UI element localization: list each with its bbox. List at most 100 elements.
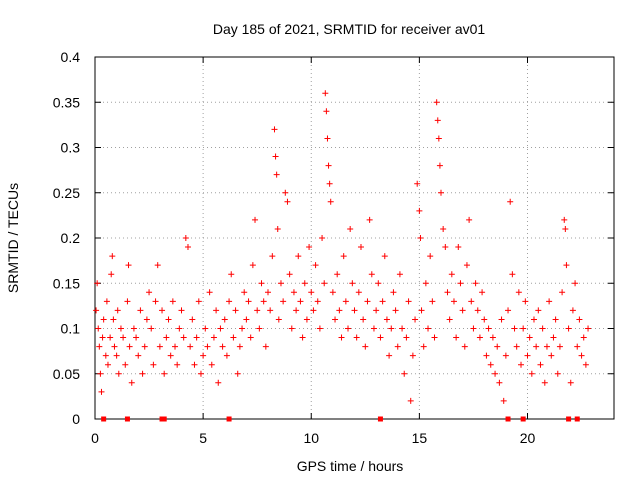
data-point: [314, 298, 321, 305]
data-point: [234, 370, 241, 377]
x-tick-label: 15: [412, 430, 428, 446]
data-point: [154, 262, 161, 269]
data-point: [507, 198, 514, 205]
data-point: [485, 325, 492, 332]
data-point: [267, 307, 274, 314]
data-point: [272, 153, 279, 160]
data-point: [265, 289, 271, 296]
data-point: [399, 325, 406, 332]
gap-marker: [226, 416, 232, 422]
data-point: [360, 316, 367, 323]
data-point: [375, 280, 382, 287]
data-point: [146, 289, 153, 296]
data-point: [108, 271, 115, 278]
data-point: [446, 316, 453, 323]
data-point: [515, 289, 522, 296]
data-point: [284, 198, 291, 205]
data-point: [223, 352, 230, 359]
gap-marker: [124, 416, 130, 422]
data-point: [450, 298, 457, 305]
data-point: [115, 370, 122, 377]
data-point: [137, 307, 144, 314]
data-point: [353, 334, 360, 341]
data-point: [562, 225, 569, 232]
gap-marker: [377, 416, 383, 422]
data-point: [582, 361, 589, 368]
data-point: [252, 216, 259, 223]
gap-marker: [505, 416, 511, 422]
data-point: [370, 325, 377, 332]
data-point: [569, 307, 576, 314]
data-point: [247, 334, 254, 341]
y-axis-ticks: 0 0.05 0.1 0.15 0.2 0.25 0.3 0.35 0.4: [53, 49, 614, 427]
data-point: [409, 352, 416, 359]
data-point: [425, 325, 432, 332]
data-point: [178, 307, 185, 314]
data-point: [576, 316, 583, 323]
data-point: [184, 244, 191, 251]
data-point: [496, 379, 503, 386]
data-point: [297, 298, 304, 305]
data-point: [563, 262, 570, 269]
x-tick-label: 20: [520, 430, 536, 446]
data-point: [388, 325, 395, 332]
data-point: [109, 253, 116, 260]
data-point: [489, 334, 496, 341]
y-tick-label: 0.15: [53, 275, 80, 291]
data-point: [103, 298, 110, 305]
data-point: [204, 343, 211, 350]
data-point: [453, 334, 460, 341]
data-point: [120, 334, 127, 341]
data-point: [308, 289, 315, 296]
data-point: [189, 316, 196, 323]
data-point: [539, 325, 546, 332]
data-point: [191, 361, 198, 368]
data-point: [126, 343, 133, 350]
data-point: [459, 307, 466, 314]
data-point: [193, 334, 200, 341]
data-point: [243, 316, 250, 323]
data-point: [381, 253, 388, 260]
data-point: [273, 171, 280, 178]
data-point: [556, 343, 563, 350]
data-point: [338, 334, 345, 341]
data-point: [200, 352, 207, 359]
data-point: [239, 325, 246, 332]
gap-markers: [101, 416, 580, 422]
data-point: [461, 343, 468, 350]
data-point: [141, 343, 148, 350]
data-point: [100, 316, 107, 323]
y-tick-label: 0.35: [53, 94, 80, 110]
data-point: [288, 325, 295, 332]
data-point: [457, 280, 464, 287]
data-point: [511, 325, 518, 332]
x-axis-ticks: 0 5 10 15 20: [91, 57, 535, 446]
data-point: [427, 253, 434, 260]
data-point: [228, 271, 235, 278]
data-point: [541, 379, 548, 386]
data-point: [585, 325, 592, 332]
data-point: [306, 244, 313, 251]
data-point: [107, 334, 114, 341]
data-point: [241, 289, 248, 296]
data-point: [505, 307, 512, 314]
data-point: [159, 307, 166, 314]
data-point: [282, 189, 289, 196]
data-point: [342, 298, 349, 305]
data-point: [167, 352, 174, 359]
data-point: [202, 325, 209, 332]
data-point: [312, 262, 319, 269]
data-point: [236, 343, 243, 350]
data-point: [548, 352, 555, 359]
data-point: [262, 343, 269, 350]
data-point: [554, 370, 561, 377]
data-point: [258, 280, 265, 287]
data-point: [355, 289, 362, 296]
data-point: [405, 298, 412, 305]
data-point: [249, 262, 256, 269]
data-point: [392, 307, 399, 314]
x-tick-label: 10: [303, 430, 319, 446]
data-point: [324, 135, 331, 142]
data-point: [334, 271, 341, 278]
data-point: [440, 225, 447, 232]
